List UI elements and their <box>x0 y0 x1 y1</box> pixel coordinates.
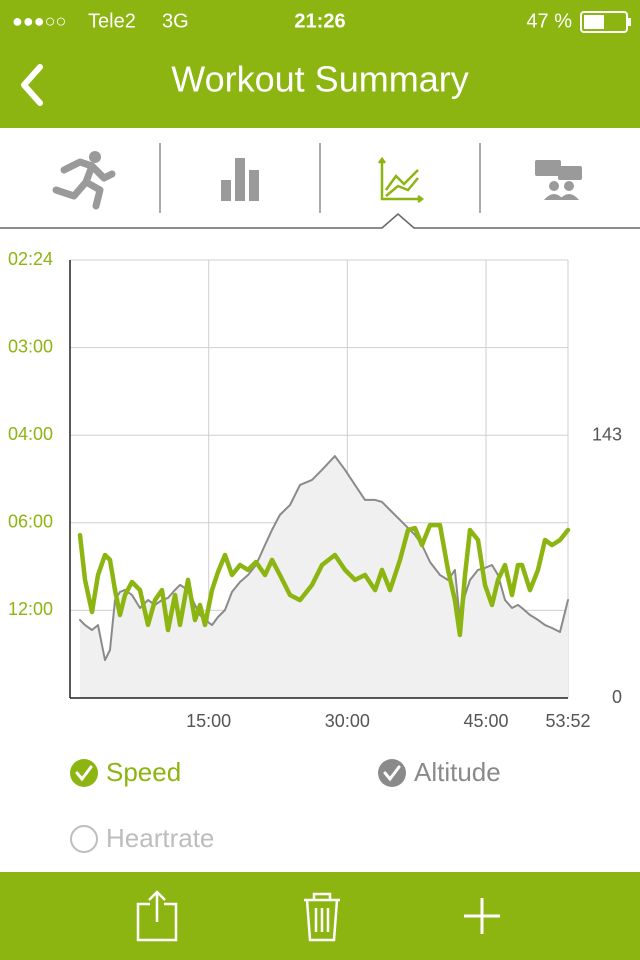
share-button[interactable] <box>136 890 178 942</box>
tab-social[interactable] <box>535 160 582 200</box>
toolbar <box>0 872 640 960</box>
network: 3G <box>162 10 189 32</box>
legend-item[interactable]: Heartrate <box>70 823 214 853</box>
back-button[interactable] <box>21 64 43 106</box>
chart: 12:00 06:00 04:00 03:00 02:24 15:00 30:00 45:00… <box>8 249 622 853</box>
battery-text: 47 % <box>526 10 572 32</box>
signal: ●●●○○ <box>12 11 66 31</box>
y-tick-label: 03:00 <box>8 336 53 356</box>
y2-tick-label: 143 <box>592 425 622 445</box>
header-bar <box>0 0 640 128</box>
delete-button[interactable] <box>304 892 340 942</box>
y2-tick-label: 0 <box>612 687 622 707</box>
tab-activity[interactable] <box>52 151 116 210</box>
legend-label: Altitude <box>414 757 501 787</box>
y-tick-label: 04:00 <box>8 424 53 444</box>
legend-item[interactable]: Altitude <box>378 757 501 787</box>
series-line <box>79 455 569 662</box>
clock: 21:26 <box>294 10 345 32</box>
check-mark <box>75 765 93 782</box>
y-tick-label: 02:24 <box>8 249 53 269</box>
x-tick-label: 30:00 <box>325 711 370 731</box>
tab-bar <box>0 143 640 229</box>
battery-icon <box>580 11 631 33</box>
legend-label: Heartrate <box>106 823 214 853</box>
y-tick-label: 12:00 <box>8 599 53 619</box>
legend-label: Speed <box>106 757 181 787</box>
add-button[interactable] <box>464 898 500 934</box>
check-off <box>70 825 98 853</box>
carrier: Tele2 <box>88 10 136 32</box>
legend-item[interactable]: Speed <box>70 757 181 787</box>
x-tick-label: 53:52 <box>545 711 590 731</box>
area-fill <box>80 456 568 698</box>
screen-title: Workout Summary <box>171 59 468 100</box>
check-mark <box>383 765 401 782</box>
x-tick-label: 15:00 <box>186 711 231 731</box>
check-on <box>70 759 98 787</box>
series-line <box>77 522 571 638</box>
y-tick-label: 06:00 <box>8 512 53 532</box>
tab-graph[interactable] <box>378 156 425 203</box>
tab-bars[interactable] <box>221 158 259 201</box>
x-tick-label: 45:00 <box>463 711 508 731</box>
check-on <box>378 759 406 787</box>
